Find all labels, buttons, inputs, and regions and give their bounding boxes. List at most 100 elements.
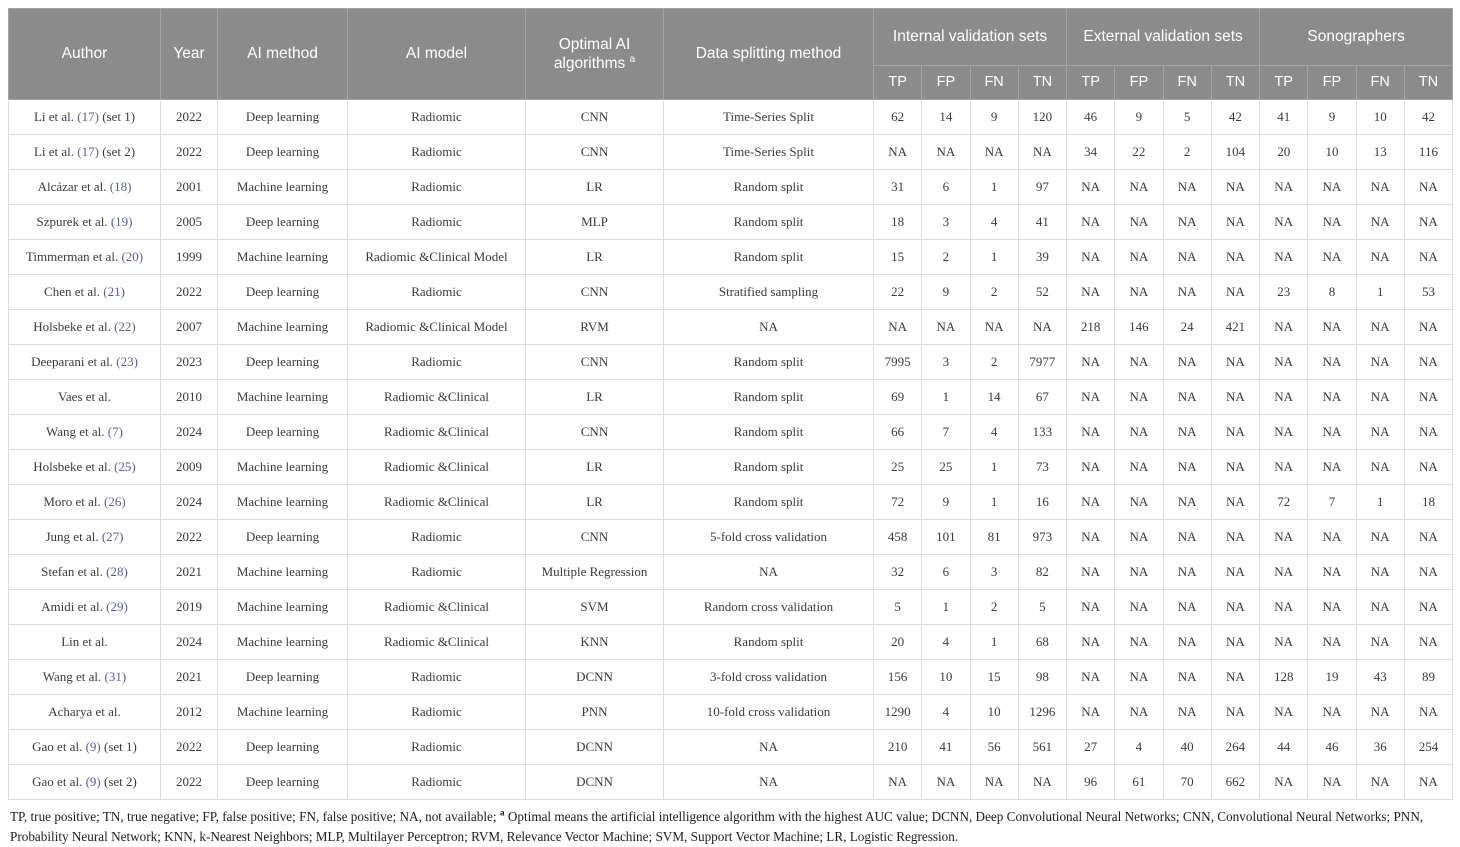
algorithm-cell: CNN	[525, 134, 664, 170]
table-row: Timmerman et al. (20) 1999 Machine learnin…	[8, 239, 1454, 275]
external-fp-cell: NA	[1114, 239, 1164, 275]
subcolumn-header-fn: FN	[1355, 65, 1405, 100]
internal-tn-cell: NA	[1017, 764, 1068, 800]
ai-method-cell: Deep learning	[217, 764, 348, 800]
external-tp-cell: NA	[1066, 274, 1116, 310]
sonographers-tn-cell: NA	[1403, 554, 1454, 590]
external-fp-cell: NA	[1114, 589, 1164, 625]
table-row: Jung et al. (27) 2022 Deep learning Radiomi…	[8, 519, 1454, 555]
year-cell: 2023	[160, 344, 218, 380]
citation-reference-link[interactable]: (23)	[116, 354, 138, 369]
year-cell: 2022	[160, 519, 218, 555]
internal-fn-cell: 1	[969, 449, 1019, 485]
author-cell: Holsbeke et al. (22)	[8, 309, 161, 345]
algorithm-cell: CNN	[525, 519, 664, 555]
citation-reference-link[interactable]: (31)	[104, 669, 127, 684]
citation-reference-link[interactable]: (25)	[114, 459, 136, 474]
sonographers-fp-cell: NA	[1307, 589, 1357, 625]
external-tn-cell: NA	[1210, 169, 1261, 205]
ai-method-cell: Deep learning	[217, 729, 348, 765]
split-method-cell: 3-fold cross validation	[663, 659, 874, 695]
sonographers-fn-cell: 13	[1355, 134, 1405, 170]
external-tn-cell: NA	[1210, 624, 1261, 660]
internal-fp-cell: 14	[921, 99, 971, 135]
internal-fn-cell: 2	[969, 589, 1019, 625]
ai-method-cell: Machine learning	[217, 554, 348, 590]
external-tp-cell: NA	[1066, 239, 1116, 275]
sonographers-fn-cell: NA	[1355, 344, 1405, 380]
external-tp-cell: NA	[1066, 204, 1116, 240]
subcolumn-header-fp: FP	[921, 65, 971, 100]
internal-fn-cell: 10	[969, 694, 1019, 730]
table-row: Holsbeke et al. (25) 2009 Machine learning…	[8, 449, 1454, 485]
citation-reference-link[interactable]: (9)	[85, 774, 101, 789]
sonographers-fp-cell: 46	[1307, 729, 1357, 765]
citation-reference-link[interactable]: (29)	[106, 599, 128, 614]
author-cell: Vaes et al.	[8, 379, 161, 415]
citation-reference-link[interactable]: (17)	[77, 109, 99, 124]
citation-reference-link[interactable]: (22)	[114, 319, 136, 334]
external-tp-cell: NA	[1066, 624, 1116, 660]
external-tp-cell: NA	[1066, 659, 1116, 695]
sonographers-tp-cell: NA	[1259, 414, 1309, 450]
split-method-cell: Stratified sampling	[663, 274, 874, 310]
table-row: Amidi et al. (29) 2019 Machine learning Rad…	[8, 589, 1454, 625]
citation-reference-link[interactable]: (17)	[77, 144, 99, 159]
subcolumn-header-fn: FN	[969, 65, 1019, 100]
split-method-cell: Random split	[663, 204, 874, 240]
sonographers-tn-cell: NA	[1403, 239, 1454, 275]
ai-model-cell: Radiomic	[347, 554, 526, 590]
citation-reference-link[interactable]: (9)	[85, 739, 101, 754]
internal-fp-cell: 4	[921, 694, 971, 730]
citation-reference-link[interactable]: (19)	[110, 214, 133, 229]
ai-model-cell: Radiomic	[347, 99, 526, 135]
external-fp-cell: NA	[1114, 204, 1164, 240]
external-tn-cell: NA	[1210, 659, 1261, 695]
split-method-cell: Random split	[663, 414, 874, 450]
external-tn-cell: NA	[1210, 344, 1261, 380]
internal-tn-cell: 561	[1017, 729, 1068, 765]
external-fn-cell: NA	[1162, 414, 1212, 450]
internal-tp-cell: 22	[872, 274, 923, 310]
ai-method-cell: Machine learning	[217, 169, 348, 205]
citation-reference-link[interactable]: (18)	[109, 179, 132, 194]
subcolumn-header-fp: FP	[1307, 65, 1357, 100]
sonographers-tn-cell: 116	[1403, 134, 1454, 170]
split-method-cell: 5-fold cross validation	[663, 519, 874, 555]
internal-fp-cell: 3	[921, 344, 971, 380]
citation-reference-link[interactable]: (20)	[121, 249, 144, 264]
citation-reference-link[interactable]: (26)	[103, 494, 126, 509]
sonographers-fp-cell: 10	[1307, 134, 1357, 170]
author-cell: Li et al. (17) (set 2)	[8, 134, 161, 170]
internal-fp-cell: 10	[921, 659, 971, 695]
external-fp-cell: NA	[1114, 274, 1164, 310]
citation-reference-link[interactable]: (7)	[107, 424, 123, 439]
split-method-cell: NA	[663, 764, 874, 800]
ai-model-cell: Radiomic	[347, 729, 526, 765]
author-cell: Gao et al. (9) (set 2)	[8, 764, 161, 800]
sonographers-tp-cell: 20	[1259, 134, 1309, 170]
internal-fn-cell: 2	[969, 274, 1019, 310]
external-tn-cell: 42	[1210, 99, 1261, 135]
sonographers-fp-cell: NA	[1307, 309, 1357, 345]
footnote-abbreviations: TP, true positive; TN, true negative; FP…	[10, 809, 500, 824]
external-fn-cell: NA	[1162, 554, 1212, 590]
external-fn-cell: NA	[1162, 694, 1212, 730]
internal-tn-cell: 39	[1017, 239, 1068, 275]
split-method-cell: NA	[663, 309, 874, 345]
sonographers-tp-cell: 128	[1259, 659, 1309, 695]
subcolumn-header-fn: FN	[1162, 65, 1212, 100]
sonographers-tp-cell: NA	[1259, 589, 1309, 625]
sonographers-tp-cell: NA	[1259, 449, 1309, 485]
citation-reference-link[interactable]: (28)	[106, 564, 128, 579]
subcolumn-header-fp: FP	[1114, 65, 1164, 100]
sonographers-fp-cell: 8	[1307, 274, 1357, 310]
citation-reference-link[interactable]: (27)	[101, 529, 124, 544]
citation-reference-link[interactable]: (21)	[103, 284, 125, 299]
internal-fn-cell: 2	[969, 344, 1019, 380]
table-row: Gao et al. (9) (set 2) 2022 Deep learning R…	[8, 764, 1454, 800]
year-cell: 2022	[160, 729, 218, 765]
table-row: Acharya et al. 2012 Machine learning Radiom…	[8, 694, 1454, 730]
external-fn-cell: NA	[1162, 659, 1212, 695]
ai-method-cell: Machine learning	[217, 239, 348, 275]
